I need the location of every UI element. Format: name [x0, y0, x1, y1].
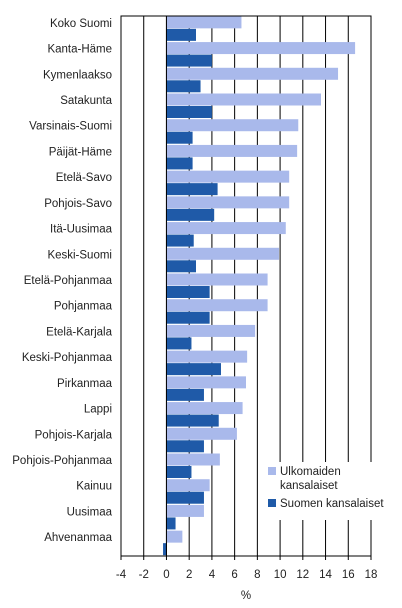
bar-finnish-citizens: [166, 106, 212, 118]
bar-finnish-citizens: [166, 183, 218, 196]
bar-finnish-citizens: [166, 208, 215, 221]
bar-finnish-citizens: [166, 466, 192, 478]
x-tick-label: 8: [254, 569, 260, 581]
category-label: Päijät-Häme: [49, 146, 112, 158]
x-tick-label: 10: [274, 569, 287, 581]
bar-foreign-citizens: [166, 427, 237, 440]
bar-finnish-citizens: [166, 491, 204, 504]
bar-foreign-citizens: [166, 196, 290, 209]
x-tick-label: 6: [231, 569, 237, 581]
bar-foreign-citizens: [166, 247, 279, 260]
category-label: Kanta-Häme: [47, 44, 112, 56]
bar-foreign-citizens: [166, 376, 246, 389]
legend-swatch: [268, 499, 276, 507]
x-tick-label: 0: [163, 569, 169, 581]
bar-foreign-citizens: [166, 324, 256, 337]
bar-foreign-citizens: [166, 402, 243, 415]
bar-foreign-citizens: [166, 67, 339, 80]
bar-foreign-citizens: [166, 16, 242, 29]
category-label: Keski-Suomi: [47, 249, 112, 261]
legend: Ulkomaiden kansalaiset Suomen kansalaiset: [262, 462, 390, 520]
x-tick-label: 18: [365, 569, 378, 581]
bar-foreign-citizens: [166, 170, 290, 183]
bar-finnish-citizens: [166, 157, 193, 170]
x-tick-label: 4: [209, 569, 216, 581]
bar-foreign-citizens: [166, 453, 220, 466]
x-tick-label: 16: [342, 569, 355, 581]
category-label: Etelä-Pohjanmaa: [24, 275, 113, 287]
bar-foreign-citizens: [166, 479, 210, 492]
category-label: Keski-Pohjanmaa: [22, 352, 113, 364]
category-labels: Koko Suomi Kanta-Häme Kymenlaakso Satakunta…: [12, 18, 112, 544]
category-label: Pohjois-Savo: [44, 198, 112, 210]
axes: [120, 15, 372, 560]
bar-foreign-citizens: [166, 504, 204, 517]
bar-foreign-citizens: [166, 530, 183, 543]
category-label: Kainuu: [76, 481, 112, 493]
category-label: Ahvenanmaa: [44, 532, 112, 544]
bar-finnish-citizens: [166, 260, 196, 273]
category-label: Pohjois-Karjala: [35, 429, 113, 441]
legend-box: [262, 462, 390, 520]
bar-finnish-citizens: [166, 54, 212, 67]
legend-label: Ulkomaiden: [280, 466, 341, 478]
bar-finnish-citizens: [166, 286, 210, 298]
x-axis-label: %: [241, 590, 251, 602]
bar-finnish-citizens: [166, 414, 219, 427]
x-tick-label: -4: [116, 569, 127, 581]
bar-finnish-citizens: [166, 131, 193, 144]
category-label: Koko Suomi: [50, 18, 112, 30]
bar-finnish-citizens: [163, 543, 167, 556]
plot-border: [120, 15, 372, 557]
bar-finnish-citizens: [166, 337, 192, 350]
gridlines: [120, 16, 372, 556]
bar-finnish-citizens: [166, 363, 221, 376]
bar-foreign-citizens: [166, 93, 321, 106]
category-label: Lappi: [84, 404, 112, 416]
bar-finnish-citizens: [166, 388, 204, 401]
legend-swatch: [268, 467, 276, 475]
category-label: Varsinais-Suomi: [29, 121, 112, 133]
bar-foreign-citizens: [166, 222, 286, 235]
category-label: Etelä-Karjala: [46, 326, 112, 338]
legend-label: kansalaiset: [280, 480, 338, 492]
category-label: Uusimaa: [67, 506, 113, 518]
bar-foreign-citizens: [166, 299, 268, 312]
category-label: Pohjois-Pohjanmaa: [12, 455, 112, 467]
x-tick-label: -2: [139, 569, 149, 581]
bar-finnish-citizens: [166, 80, 201, 93]
category-label: Pirkanmaa: [57, 378, 113, 390]
bars: [163, 16, 356, 556]
bar-finnish-citizens: [166, 234, 194, 247]
bar-foreign-citizens: [166, 42, 356, 55]
x-tick-label: 12: [296, 569, 309, 581]
x-tick-label: 2: [186, 569, 192, 581]
category-label: Itä-Uusimaa: [50, 224, 113, 236]
bar-foreign-citizens: [166, 144, 298, 157]
category-label: Pohjanmaa: [54, 301, 113, 313]
x-tick-labels: -4 -2 0 2 4 6 8 10 12 14 16 18: [116, 569, 378, 581]
category-label: Satakunta: [60, 95, 112, 107]
bar-finnish-citizens: [166, 311, 210, 324]
bar-finnish-citizens: [166, 28, 196, 41]
category-label: Etelä-Savo: [56, 172, 112, 184]
bar-foreign-citizens: [166, 119, 299, 132]
bar-foreign-citizens: [166, 350, 248, 363]
bar-finnish-citizens: [166, 440, 204, 453]
bar-foreign-citizens: [166, 273, 268, 286]
bar-finnish-citizens: [166, 517, 176, 530]
legend-label: Suomen kansalaiset: [280, 498, 384, 510]
x-tick-label: 14: [319, 569, 332, 581]
category-label: Kymenlaakso: [43, 69, 112, 81]
